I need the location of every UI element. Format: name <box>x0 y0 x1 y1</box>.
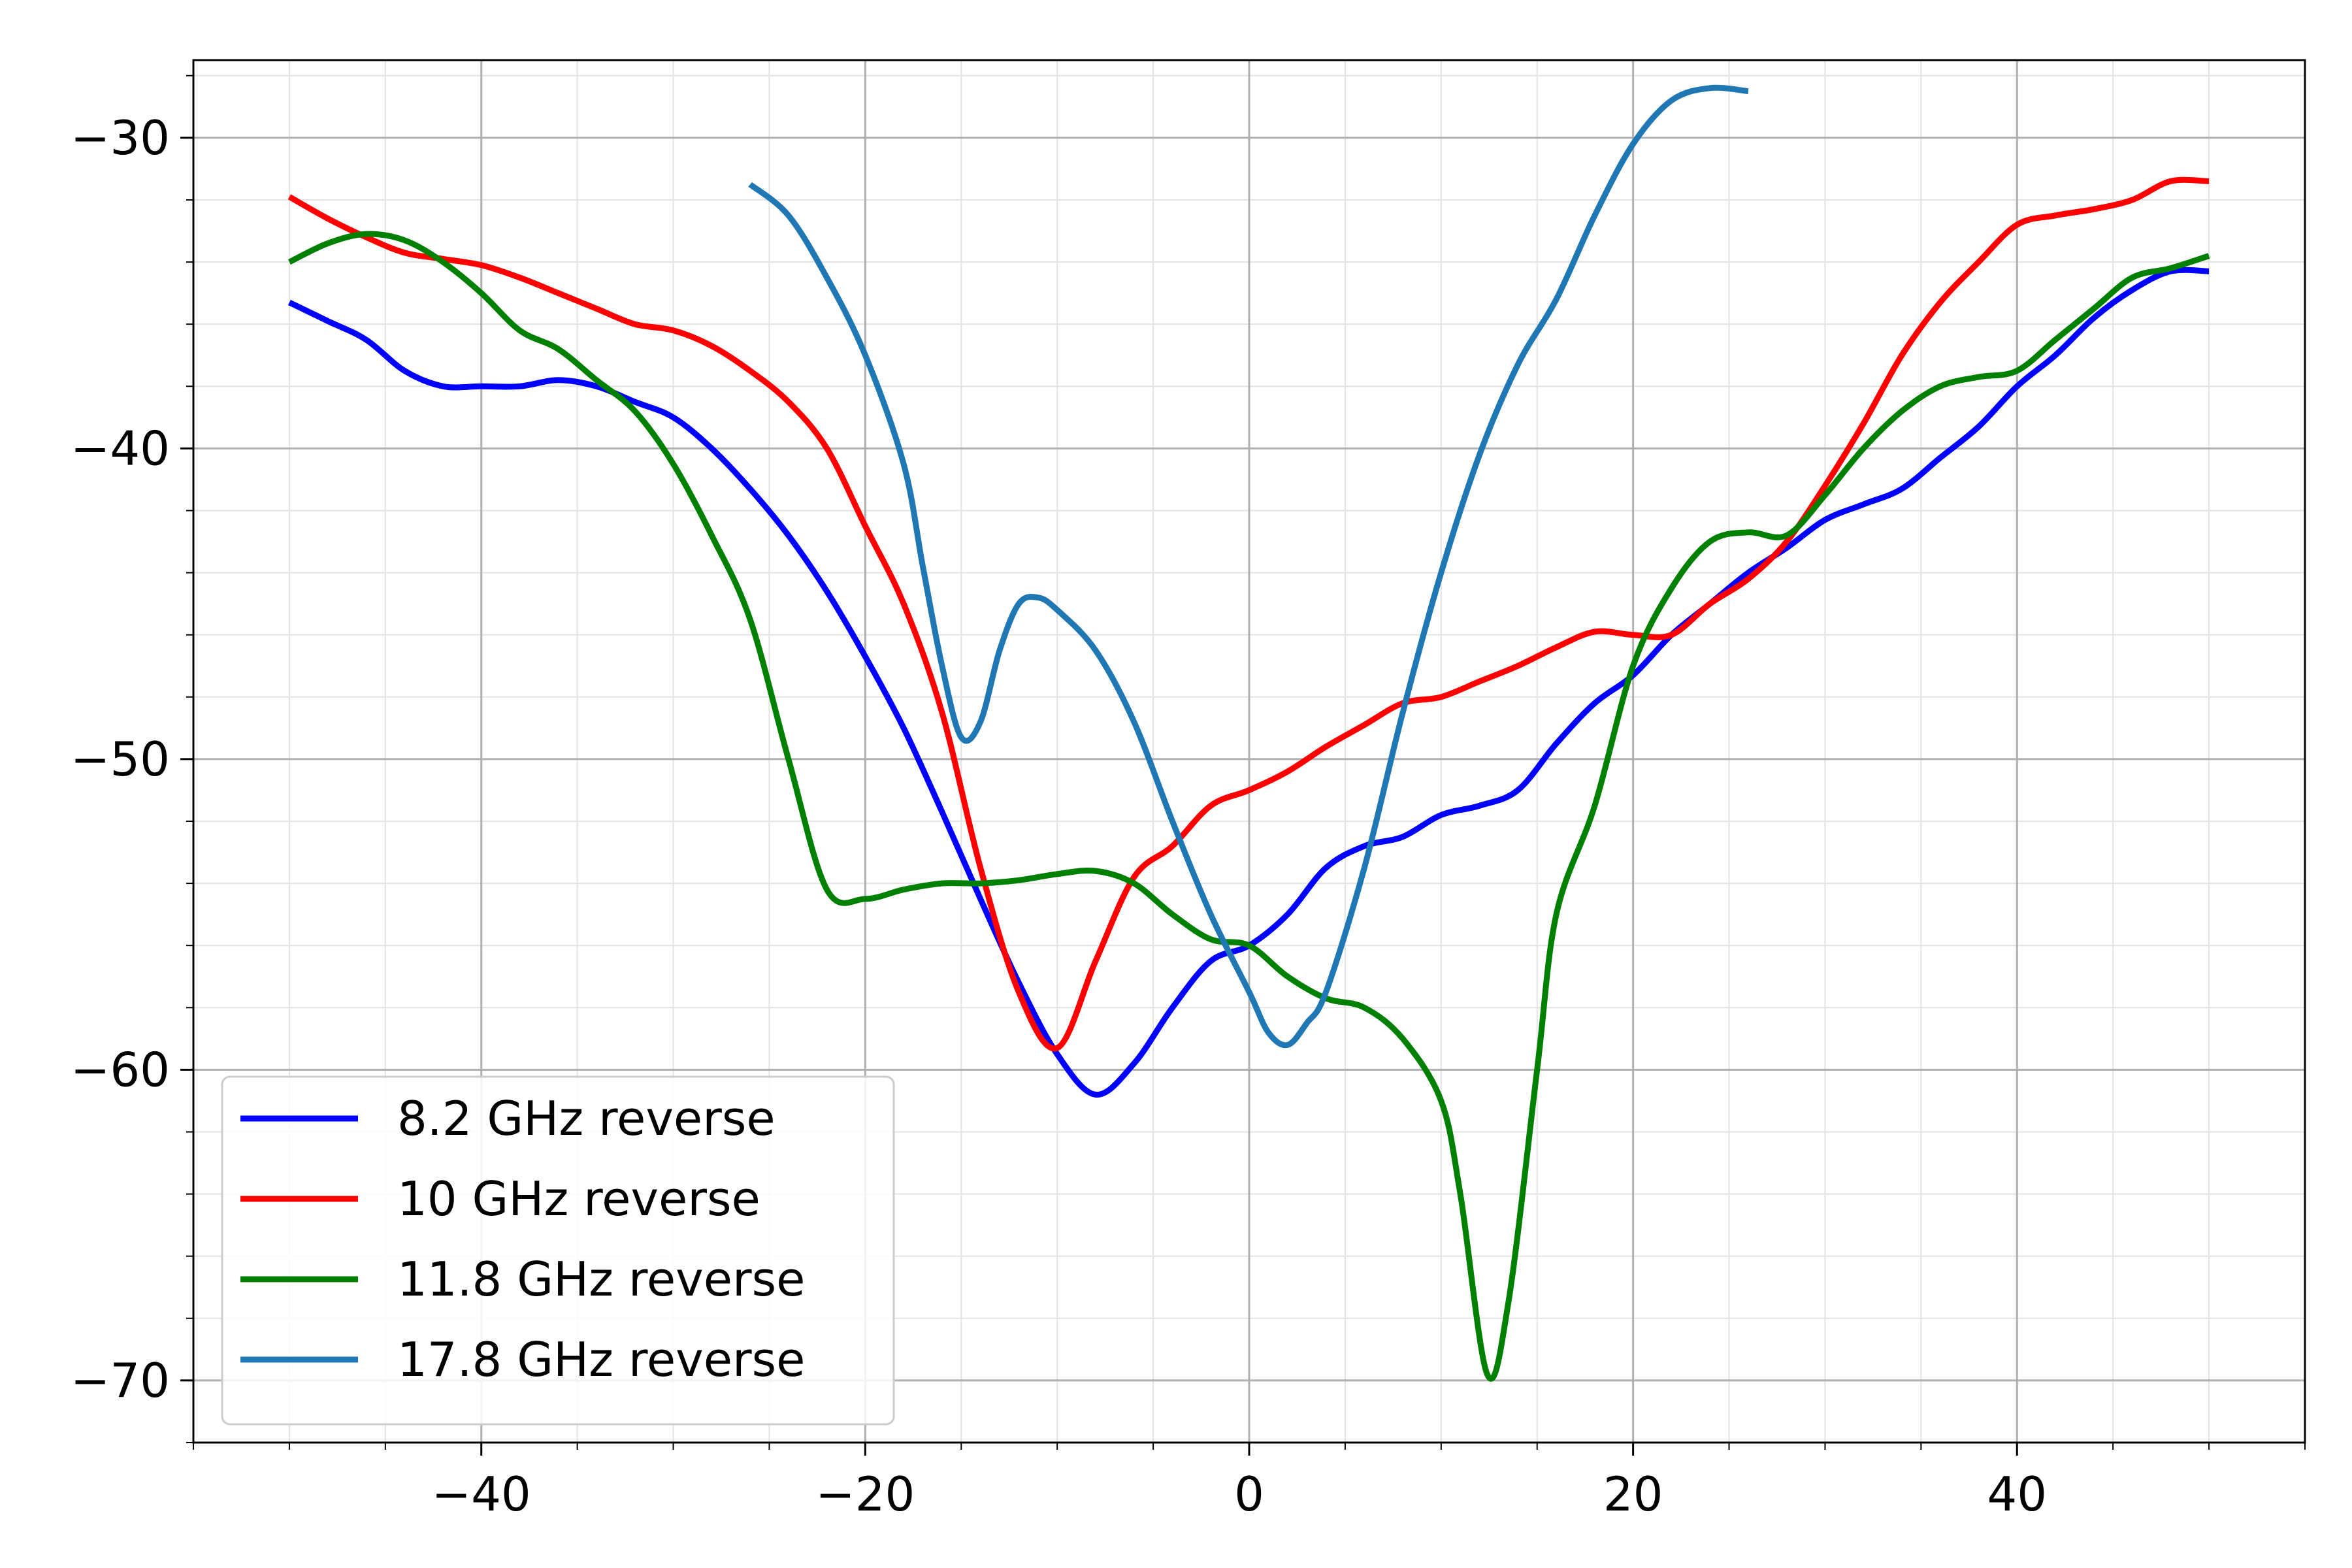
x-axis-ticks: −40 −20 0 20 40 <box>193 1443 2306 1522</box>
y-axis-ticks: −30 −40 −50 −60 −70 <box>71 74 193 1443</box>
x-tick-label: 20 <box>1603 1467 1663 1522</box>
x-tick-label: 40 <box>1987 1467 2047 1522</box>
series-layer <box>287 84 2210 1382</box>
x-tick-label: −20 <box>815 1467 915 1522</box>
legend-label-2: 10 GHz reverse <box>397 1171 760 1226</box>
series-line-1 <box>287 267 2210 1098</box>
x-tick-label: −40 <box>432 1467 531 1522</box>
legend-label-3: 11.8 GHz reverse <box>397 1252 805 1307</box>
legend: 8.2 GHz reverse 10 GHz reverse 11.8 GHz re… <box>221 1075 895 1426</box>
x-tick-label: 0 <box>1234 1467 1264 1522</box>
series-line-3 <box>287 231 2210 1382</box>
legend-box <box>221 1075 895 1426</box>
y-tick-label: −60 <box>71 1042 170 1097</box>
y-tick-label: −40 <box>71 421 170 476</box>
series-line-4 <box>748 84 1749 1049</box>
y-tick-label: −70 <box>71 1353 170 1408</box>
legend-label-4: 17.8 GHz reverse <box>397 1332 805 1387</box>
legend-label-1: 8.2 GHz reverse <box>397 1091 776 1146</box>
series-line-2 <box>287 176 2210 1052</box>
y-tick-label: −30 <box>71 110 170 165</box>
y-tick-label: −50 <box>71 732 170 787</box>
